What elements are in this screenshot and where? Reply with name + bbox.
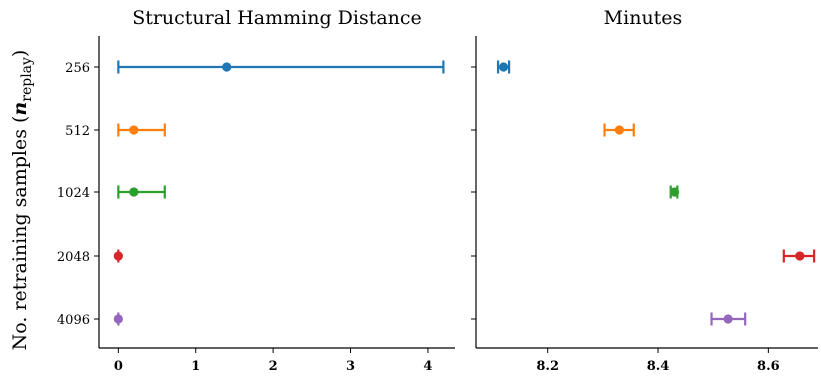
left-panel-title: Structural Hamming Distance bbox=[132, 7, 422, 29]
data-point bbox=[498, 62, 509, 72]
x-tick-label: 3 bbox=[346, 359, 355, 374]
y-tick-label: 4096 bbox=[57, 313, 90, 328]
data-point bbox=[795, 251, 805, 261]
y-tick-label: 1024 bbox=[57, 186, 90, 201]
y-axis-label: No. retraining samples (nreplay) bbox=[9, 50, 35, 351]
y-tick-label: 256 bbox=[65, 61, 90, 76]
data-point bbox=[669, 187, 680, 197]
x-tick-label: 8.2 bbox=[536, 359, 559, 374]
data-point bbox=[614, 125, 625, 135]
x-tick-label: 4 bbox=[423, 359, 432, 374]
y-axis-label-close: ) bbox=[9, 50, 31, 57]
data-point bbox=[222, 62, 232, 72]
x-tick-label: 8.6 bbox=[757, 359, 780, 374]
data-point bbox=[129, 187, 139, 197]
x-tick-label: 2 bbox=[269, 359, 278, 374]
y-axis-label-math: n bbox=[9, 102, 31, 116]
x-tick-label: 1 bbox=[191, 359, 200, 374]
data-point bbox=[113, 251, 123, 261]
data-point bbox=[723, 314, 733, 324]
left-panel: 256 512 1024 2048 4096 0 1 2 3 4 bbox=[57, 36, 455, 374]
data-point bbox=[113, 314, 123, 324]
right-panel-title: Minutes bbox=[604, 7, 683, 29]
y-axis-label-text: No. retraining samples ( bbox=[9, 116, 31, 351]
x-tick-label: 0 bbox=[114, 359, 123, 374]
data-point bbox=[129, 125, 139, 135]
right-panel: 8.2 8.4 8.6 bbox=[471, 36, 818, 374]
x-tick-label: 8.4 bbox=[647, 359, 670, 374]
y-tick-label: 2048 bbox=[57, 250, 90, 265]
y-tick-label: 512 bbox=[65, 124, 90, 139]
y-axis-label-subscript: replay bbox=[19, 57, 35, 102]
